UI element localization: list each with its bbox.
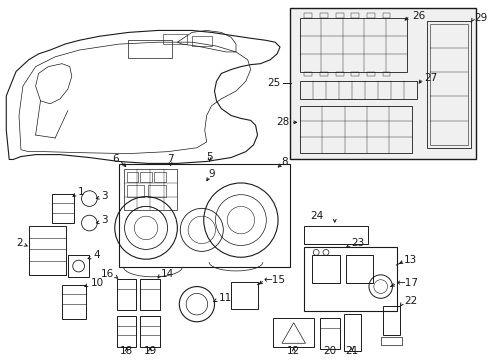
Bar	[335, 13, 343, 18]
Bar	[140, 316, 160, 347]
Bar	[52, 194, 74, 223]
Bar	[231, 282, 258, 309]
Text: ←15: ←15	[263, 275, 285, 285]
Text: 13: 13	[404, 255, 417, 265]
Text: 19: 19	[143, 346, 156, 356]
Text: 7: 7	[167, 154, 173, 165]
Bar	[366, 72, 374, 76]
Text: 4: 4	[93, 250, 100, 260]
Bar	[304, 226, 367, 244]
Text: 25: 25	[267, 78, 281, 88]
Bar	[29, 226, 66, 275]
Text: 12: 12	[286, 346, 300, 356]
Bar	[192, 36, 211, 46]
Bar	[140, 279, 160, 310]
Text: 5: 5	[206, 152, 212, 162]
Bar	[68, 255, 89, 277]
Bar	[345, 255, 372, 283]
Bar	[289, 8, 474, 159]
Text: 9: 9	[208, 169, 214, 179]
Text: 8: 8	[281, 157, 287, 167]
Bar	[126, 172, 138, 182]
Bar	[320, 318, 339, 349]
Text: 10: 10	[90, 278, 103, 288]
Text: ←17: ←17	[396, 278, 417, 288]
Bar	[320, 72, 327, 76]
Text: 1: 1	[78, 187, 84, 197]
Bar	[320, 13, 327, 18]
Text: 22: 22	[404, 296, 417, 306]
Bar	[312, 255, 339, 283]
Text: 6: 6	[112, 154, 119, 165]
Text: 14: 14	[161, 269, 174, 279]
Bar	[304, 247, 397, 311]
Bar	[148, 185, 165, 197]
Text: 16: 16	[101, 269, 114, 279]
Text: 24: 24	[310, 211, 323, 221]
Bar	[119, 165, 289, 267]
Bar	[117, 316, 136, 347]
Bar	[382, 72, 390, 76]
Bar	[304, 13, 312, 18]
Text: 27: 27	[424, 73, 437, 84]
Text: 26: 26	[411, 11, 425, 21]
Text: 29: 29	[473, 13, 487, 23]
Bar	[273, 318, 314, 347]
Bar	[382, 306, 400, 336]
Bar	[126, 185, 144, 197]
Bar	[426, 21, 469, 148]
Bar	[335, 72, 343, 76]
Bar	[154, 172, 165, 182]
Bar	[128, 40, 172, 58]
Bar	[299, 106, 411, 153]
Bar	[351, 72, 359, 76]
Bar	[428, 24, 467, 145]
Bar	[343, 314, 361, 351]
Bar	[299, 18, 406, 72]
Bar	[382, 13, 390, 18]
Text: 3: 3	[101, 215, 107, 225]
Bar	[304, 72, 312, 76]
Bar	[351, 13, 359, 18]
Bar	[117, 279, 136, 310]
Text: 3: 3	[101, 191, 107, 201]
Text: 2: 2	[16, 238, 23, 248]
Text: 21: 21	[345, 346, 358, 356]
Bar	[366, 13, 374, 18]
Bar	[299, 81, 416, 99]
Text: 28: 28	[276, 117, 289, 127]
Text: 20: 20	[323, 346, 336, 356]
Text: 23: 23	[351, 238, 364, 248]
Bar	[123, 169, 177, 210]
Text: 18: 18	[120, 346, 133, 356]
Bar	[140, 172, 152, 182]
Bar	[163, 34, 187, 44]
Bar	[380, 337, 402, 345]
Bar	[62, 285, 86, 319]
Text: 11: 11	[218, 293, 231, 303]
